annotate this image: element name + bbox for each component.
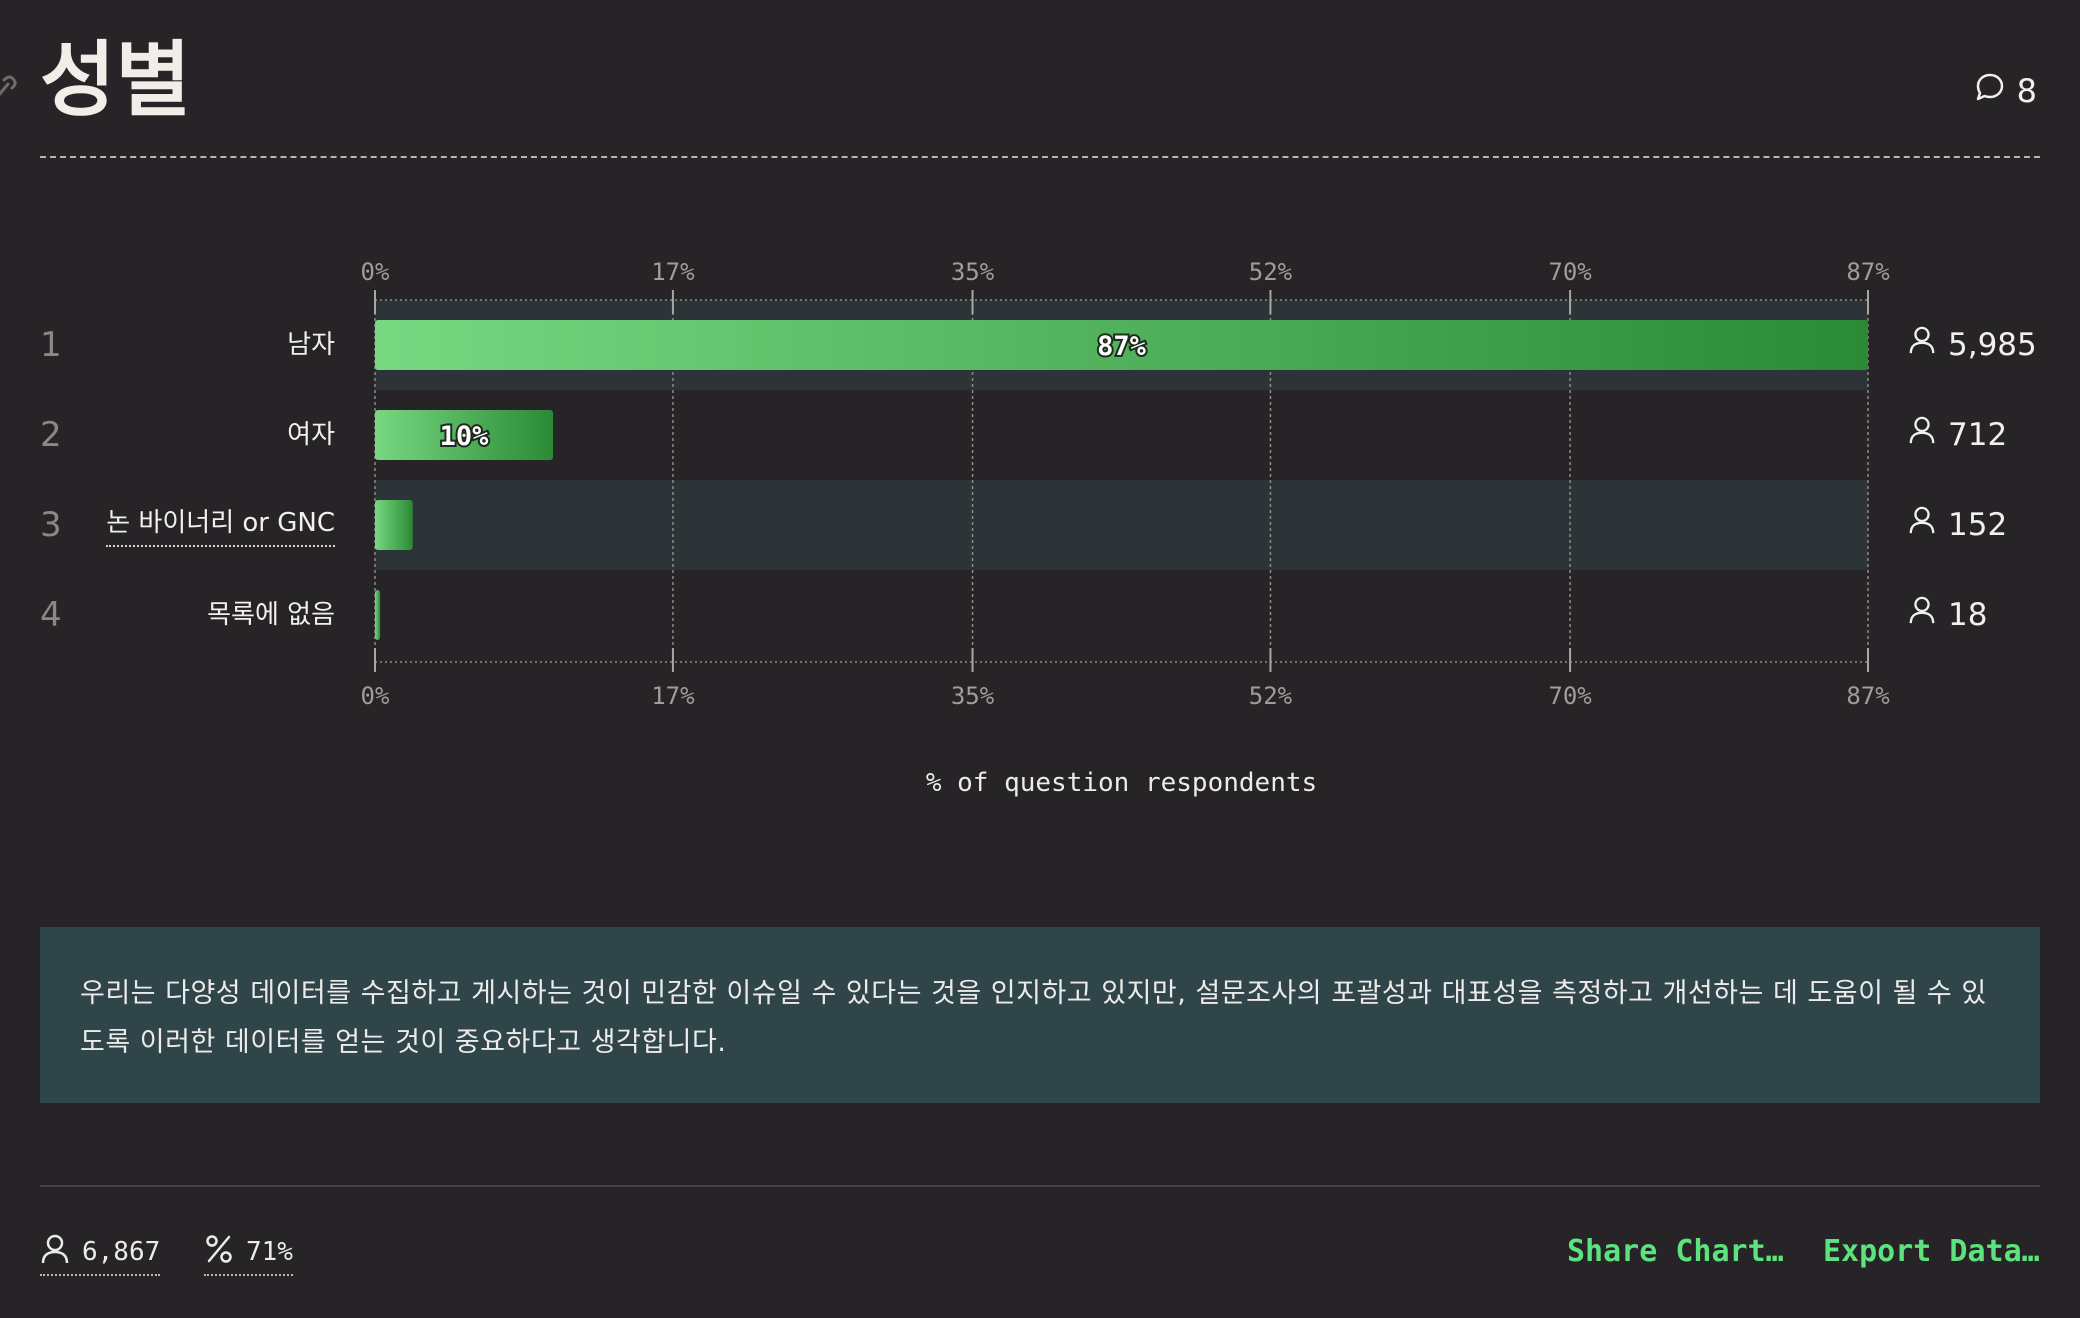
comment-bubble-icon [1975, 72, 2005, 110]
page-title: 성별 [40, 33, 191, 128]
user-icon [1908, 415, 1936, 455]
export-data-button[interactable]: Export Data… [1823, 1234, 2040, 1269]
respondent-count-value: 5,985 [1948, 327, 2037, 363]
tick-label-bottom: 70% [1548, 682, 1592, 710]
percent-icon [204, 1233, 234, 1272]
bar[interactable] [375, 500, 413, 550]
category-label[interactable]: 논 바이너리 or GNC [106, 505, 335, 547]
respondent-count: 18 [1908, 595, 1987, 635]
footer-divider [40, 1185, 2040, 1187]
row-number: 3 [40, 505, 62, 545]
row-number: 2 [40, 415, 62, 455]
response-rate-value: 71% [246, 1237, 293, 1267]
bar[interactable] [375, 320, 1868, 370]
respondent-count: 5,985 [1908, 325, 2037, 365]
total-respondents[interactable]: 6,867 [40, 1232, 161, 1276]
link-icon[interactable] [0, 72, 18, 106]
tick-label-bottom: 0% [361, 682, 390, 710]
comment-count: 8 [2016, 72, 2037, 110]
total-respondents-value: 6,867 [82, 1237, 161, 1267]
bar[interactable] [375, 410, 554, 460]
respondent-count-value: 712 [1948, 417, 2008, 453]
bar-data-label: 10% [440, 421, 490, 452]
respondent-count-value: 152 [1948, 507, 2008, 543]
x-axis-title: % of question respondents [925, 768, 1318, 798]
bar-data-label: 87% [1097, 331, 1147, 362]
user-icon [40, 1233, 70, 1272]
tick-label-bottom: 52% [1249, 682, 1293, 710]
tick-label-top: 52% [1249, 258, 1293, 286]
tick-label-bottom: 35% [951, 682, 995, 710]
tick-label-top: 87% [1846, 258, 1890, 286]
row-number: 4 [40, 595, 62, 635]
tick-label-bottom: 87% [1846, 682, 1890, 710]
user-icon [1908, 595, 1936, 635]
title-divider [40, 156, 2040, 158]
bar-chart: 0% 17% 35% 52% 70% 87% 0% 17% 35% 52% 70% 87% 87% 1… [361, 258, 1891, 710]
respondent-count: 152 [1908, 505, 2007, 545]
category-label: 여자 [287, 420, 335, 450]
share-chart-button[interactable]: Share Chart… [1567, 1234, 1784, 1269]
response-rate[interactable]: 71% [204, 1232, 293, 1276]
note-text: 우리는 다양성 데이터를 수집하고 게시하는 것이 민감한 이슈일 수 있다는 … [80, 978, 1987, 1058]
bar[interactable] [375, 590, 381, 640]
row-band [375, 480, 1868, 570]
tick-label-bottom: 17% [651, 682, 695, 710]
user-icon [1908, 505, 1936, 545]
category-label: 목록에 없음 [207, 600, 335, 630]
note-box: 우리는 다양성 데이터를 수집하고 게시하는 것이 민감한 이슈일 수 있다는 … [40, 927, 2040, 1103]
comments-button[interactable]: 8 [1975, 72, 2037, 110]
respondent-count-value: 18 [1948, 597, 1988, 633]
tick-label-top: 0% [361, 258, 390, 286]
tick-label-top: 35% [951, 258, 995, 286]
tick-label-top: 70% [1548, 258, 1592, 286]
user-icon [1908, 325, 1936, 365]
category-label: 남자 [287, 330, 335, 360]
tick-label-top: 17% [651, 258, 695, 286]
row-number: 1 [40, 325, 62, 365]
respondent-count: 712 [1908, 415, 2007, 455]
